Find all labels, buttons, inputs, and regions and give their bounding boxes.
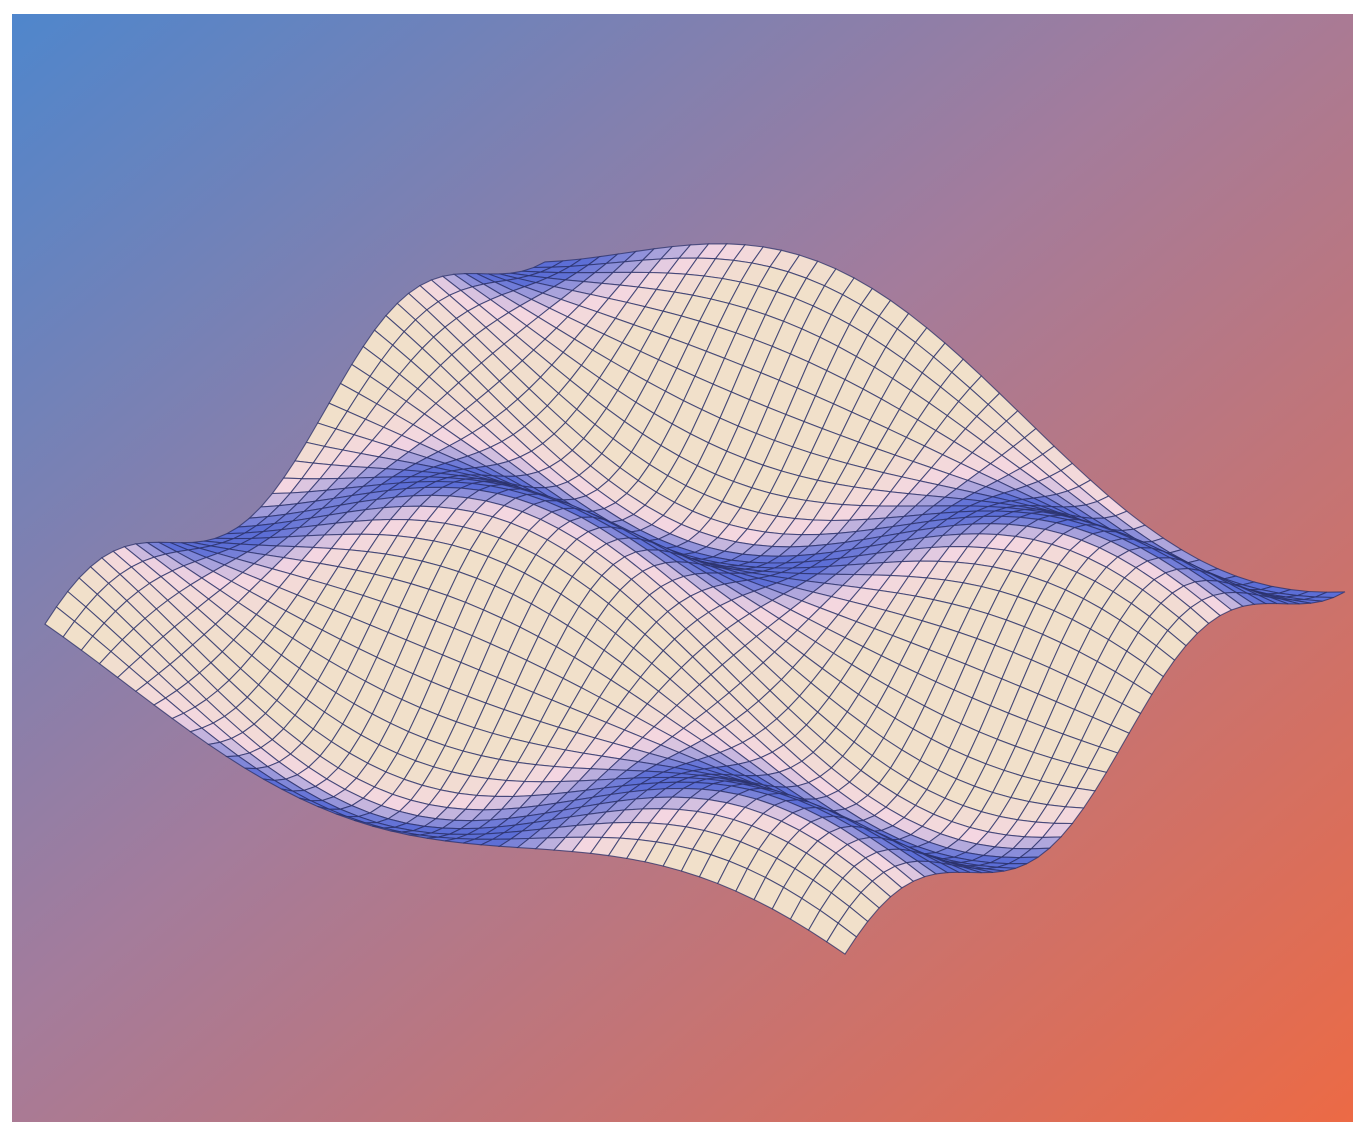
surface-illustration xyxy=(0,0,1353,1122)
